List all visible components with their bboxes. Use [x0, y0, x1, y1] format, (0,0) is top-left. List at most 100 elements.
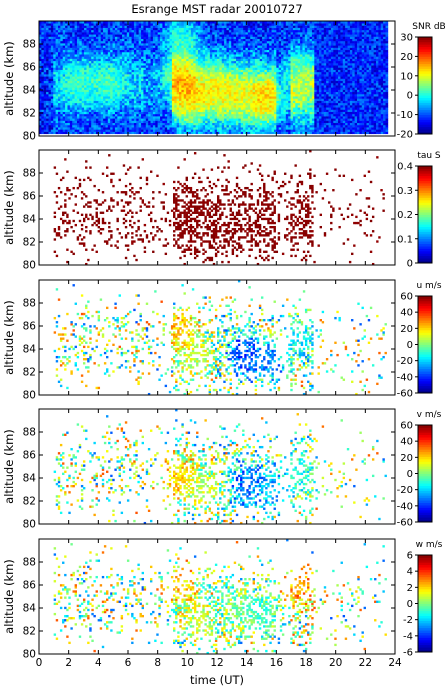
- data-cell: [226, 113, 230, 117]
- data-cell: [169, 122, 173, 126]
- data-cell: [238, 76, 242, 79]
- data-cell: [124, 91, 128, 95]
- data-cell: [93, 131, 97, 135]
- data-cell: [235, 85, 239, 88]
- data-cell: [164, 124, 168, 128]
- data-cell: [150, 51, 154, 55]
- data-cell: [152, 98, 156, 101]
- data-cell: [84, 56, 87, 59]
- data-cell: [88, 113, 92, 117]
- data-cell: [50, 111, 54, 115]
- data-cell: [200, 36, 204, 39]
- data-cell: [200, 27, 204, 31]
- data-cell: [245, 96, 249, 99]
- data-cell: [233, 58, 237, 62]
- data-cell: [152, 78, 156, 82]
- data-cell: [224, 91, 227, 95]
- data-cell: [266, 116, 270, 119]
- data-cell: [193, 129, 196, 132]
- data-cell: [143, 111, 147, 115]
- data-cell: [86, 124, 90, 128]
- data-cell: [84, 27, 87, 31]
- data-cell: [264, 87, 268, 90]
- data-cell: [72, 71, 75, 75]
- data-cell: [100, 85, 104, 88]
- data-cell: [138, 120, 142, 124]
- data-cell: [141, 89, 144, 93]
- data-cell: [88, 131, 92, 135]
- data-cell: [193, 116, 196, 119]
- data-cell: [145, 85, 149, 88]
- data-cell: [193, 25, 196, 28]
- data-cell: [231, 54, 234, 57]
- data-cell: [231, 60, 234, 64]
- data-cell: [238, 127, 242, 130]
- data-cell: [200, 34, 204, 37]
- data-cell: [143, 67, 147, 70]
- data-cell: [212, 107, 215, 110]
- data-cell: [72, 40, 75, 44]
- data-cell: [48, 102, 52, 106]
- data-cell: [162, 113, 166, 117]
- data-cell: [141, 116, 144, 119]
- data-cell: [226, 78, 230, 82]
- data-cell: [150, 76, 154, 79]
- data-cell: [235, 45, 239, 48]
- data-cell: [259, 21, 263, 24]
- data-cell: [72, 93, 75, 97]
- data-cell: [55, 65, 59, 68]
- data-cell: [262, 45, 265, 48]
- data-cell: [57, 111, 61, 115]
- data-cell: [240, 32, 244, 35]
- data-cell: [254, 82, 258, 86]
- data-cell: [217, 51, 220, 55]
- data-cell: [224, 118, 227, 121]
- data-cell: [240, 54, 244, 57]
- data-cell: [79, 87, 83, 90]
- data-cell: [114, 56, 118, 59]
- data-cell: [53, 21, 56, 24]
- data-cell: [217, 107, 220, 110]
- data-cell: [150, 60, 154, 64]
- data-cell: [174, 107, 177, 110]
- data-cell: [266, 51, 270, 55]
- data-cell: [186, 93, 189, 97]
- data-cell: [254, 89, 258, 93]
- data-cell: [157, 63, 161, 66]
- data-cell: [148, 54, 151, 57]
- data-cell: [155, 118, 158, 121]
- data-cell: [39, 82, 42, 86]
- data-cell: [122, 78, 125, 82]
- data-cell: [269, 74, 272, 77]
- data-cell: [48, 80, 52, 84]
- data-cell: [41, 124, 45, 128]
- data-cell: [188, 116, 192, 119]
- data-cell: [141, 51, 144, 55]
- data-cell: [112, 80, 116, 84]
- data-cell: [138, 109, 142, 112]
- data-cell: [252, 76, 256, 79]
- data-cell: [124, 105, 128, 108]
- data-cell: [131, 65, 135, 68]
- data-cell: [100, 78, 104, 82]
- data-cell: [117, 51, 120, 55]
- data-cell: [233, 43, 237, 46]
- data-cell: [110, 89, 113, 93]
- data-cell: [62, 21, 66, 24]
- data-cell: [176, 102, 180, 106]
- data-cell: [95, 51, 99, 55]
- data-cell: [143, 38, 147, 42]
- data-cell: [214, 105, 218, 108]
- data-cell: [155, 100, 158, 104]
- data-cell: [259, 76, 263, 79]
- data-cell: [190, 91, 194, 95]
- data-cell: [48, 107, 52, 110]
- data-cell: [57, 56, 61, 59]
- data-cell: [190, 25, 194, 28]
- data-cell: [207, 131, 211, 135]
- data-cell: [207, 85, 211, 88]
- data-cell: [65, 78, 68, 82]
- data-cell: [200, 105, 204, 108]
- data-cell: [195, 51, 199, 55]
- data-cell: [43, 29, 47, 33]
